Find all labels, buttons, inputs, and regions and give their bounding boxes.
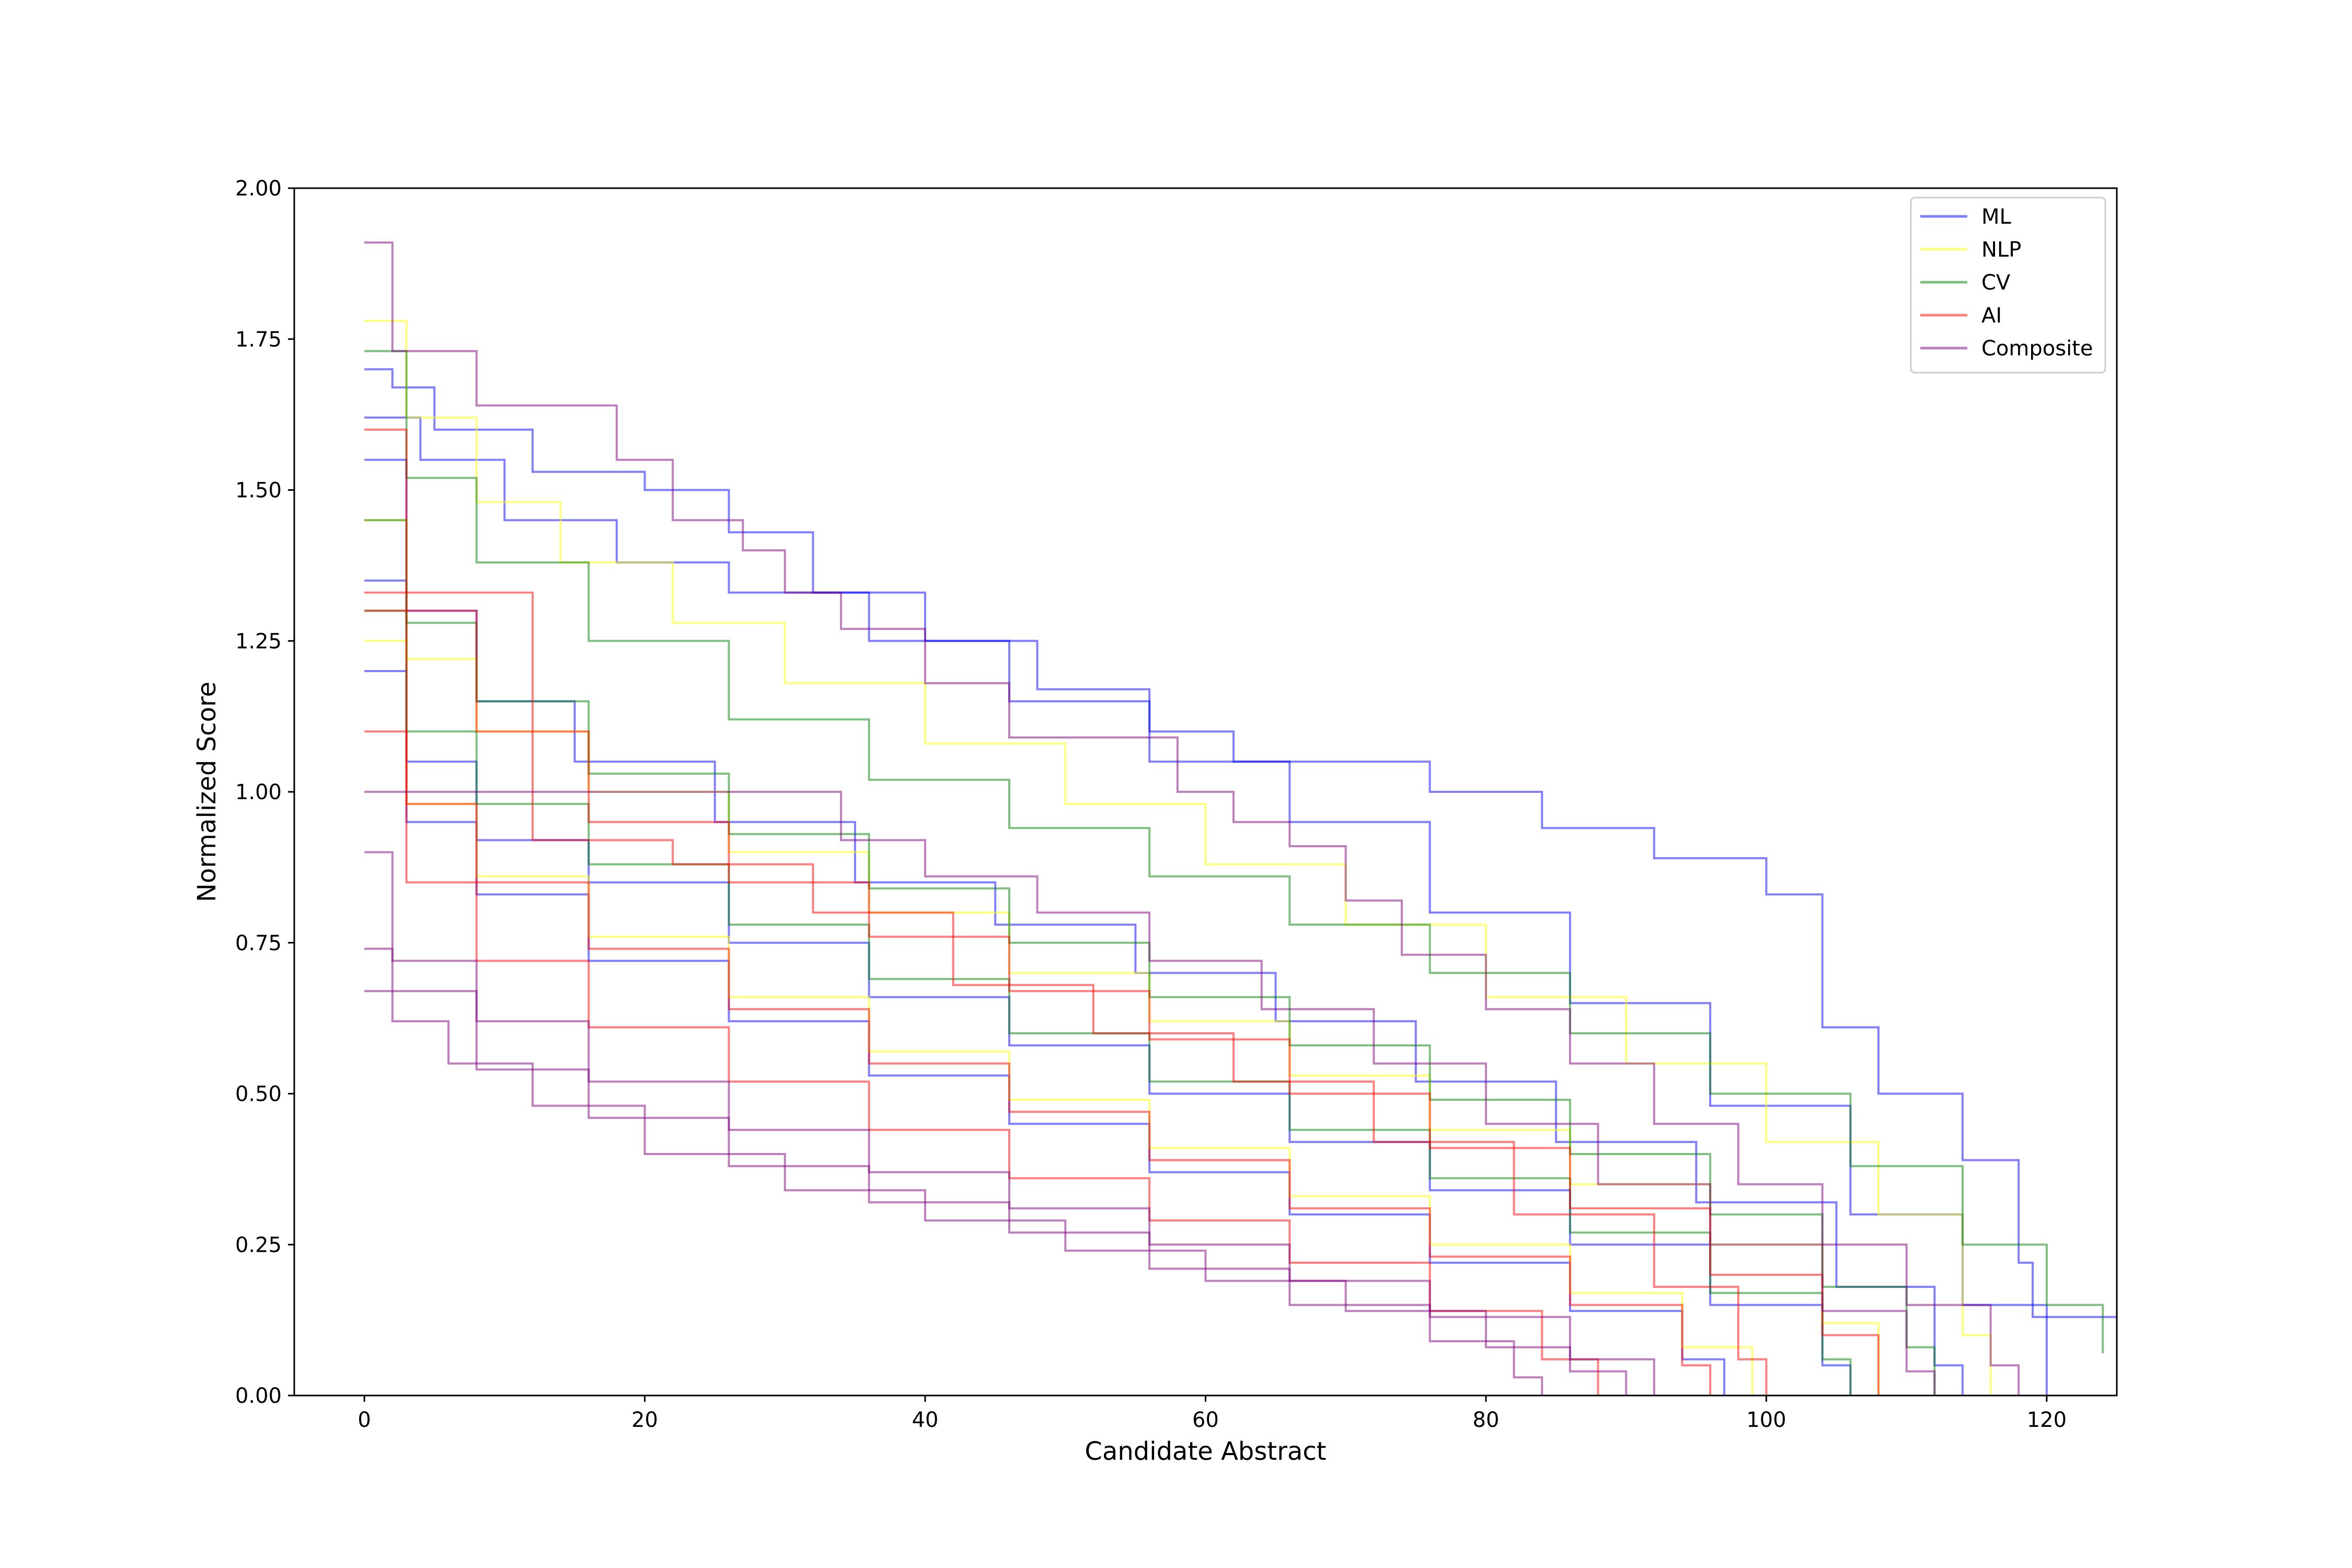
series-line-cv-8 [364,350,2104,1354]
series-line-nlp-5 [364,320,1992,1396]
legend-label-ml: ML [1981,205,2012,229]
y-axis-ticks: 0.00 0.25 0.50 0.75 1.00 1.25 1.50 1.75 2.00 [235,177,294,1408]
y-tick-label: 0.25 [235,1233,282,1257]
x-tick-label: 100 [1746,1408,1786,1432]
x-tick-label: 120 [2027,1408,2067,1432]
y-tick-label: 1.50 [235,479,282,503]
x-axis-ticks: 0 20 40 60 80 100 120 [358,1396,2067,1432]
y-tick-label: 1.25 [235,629,282,653]
legend-label-ai: AI [1981,304,2002,328]
y-tick-label: 0.75 [235,931,282,955]
legend-label-composite: Composite [1981,337,2093,361]
y-tick-label: 0.00 [235,1384,282,1408]
series-line-ai-11 [364,429,1880,1396]
legend-label-nlp: NLP [1981,238,2021,262]
y-tick-label: 0.50 [235,1082,282,1106]
legend: ML NLP CV AI Composite [1910,197,2106,374]
x-tick-label: 0 [358,1408,371,1432]
x-tick-label: 20 [631,1408,658,1432]
y-tick-label: 1.75 [235,328,282,352]
x-tick-label: 40 [912,1408,939,1432]
series-line-ai-14 [364,591,1768,1396]
x-tick-label: 60 [1192,1408,1219,1432]
series-line-ml-0 [364,368,2117,1318]
y-tick-label: 2.00 [235,177,282,201]
legend-frame [1910,197,2106,374]
y-axis-label: Normalized Score [192,682,222,902]
series-line-composite-16 [364,791,1936,1396]
series-line-composite-15 [364,241,2020,1396]
legend-label-cv: CV [1981,271,2011,295]
series-line-composite-17 [364,948,1628,1396]
x-axis-label: Candidate Abstract [1085,1437,1326,1466]
series-line-composite-19 [364,990,1543,1396]
series-layer [364,241,2117,1396]
x-tick-label: 80 [1473,1408,1500,1432]
y-tick-label: 1.00 [235,780,282,804]
